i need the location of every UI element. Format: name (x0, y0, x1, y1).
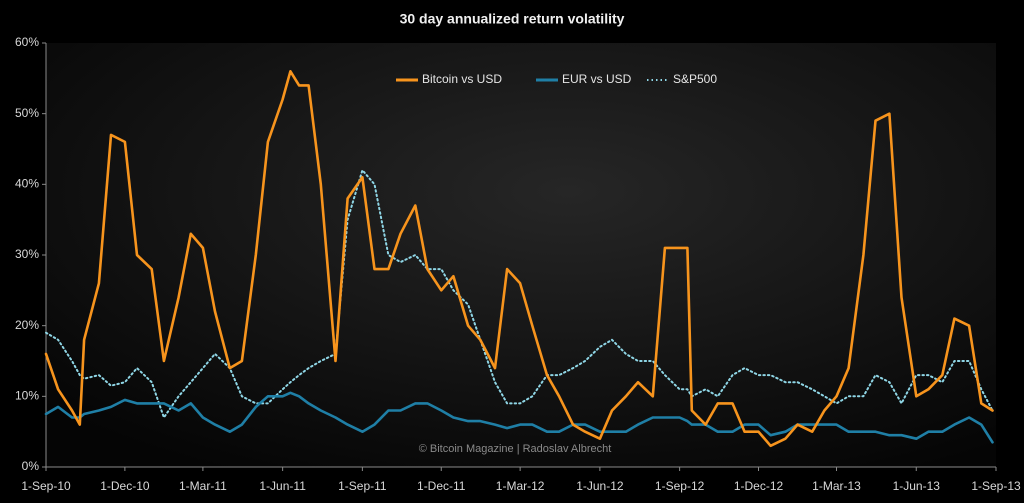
series-line (45, 169, 994, 419)
y-tick-label: 50% (15, 106, 39, 120)
x-tick-label: 1-Jun-12 (576, 479, 624, 493)
y-tick-label: 20% (15, 318, 39, 332)
x-tick-label: 1-Sep-12 (655, 479, 705, 493)
legend: Bitcoin vs USD EUR vs USD S&P500 (396, 72, 717, 86)
series-line (44, 70, 994, 448)
x-tick-label: 1-Jun-13 (893, 479, 941, 493)
x-tick-label: 1-Sep-11 (338, 479, 387, 493)
y-tick-label: 30% (15, 247, 39, 261)
x-tick-label: 1-Jun-11 (259, 479, 306, 493)
series-line (44, 391, 994, 444)
x-tick-label: 1-Dec-10 (100, 479, 150, 493)
chart-title: 30 day annualized return volatility (400, 11, 625, 27)
x-tick-label: 1-Mar-11 (179, 479, 227, 493)
legend-label: Bitcoin vs USD (422, 72, 502, 86)
x-tick-label: 1-Mar-12 (496, 479, 545, 493)
x-tick-label: 1-Dec-11 (417, 479, 466, 493)
legend-label: S&P500 (673, 72, 717, 86)
x-tick-label: 1-Sep-10 (21, 479, 71, 493)
y-tick-label: 0% (22, 459, 40, 473)
y-tick-label: 60% (15, 35, 39, 49)
y-tick-label: 10% (15, 389, 39, 403)
y-tick-label: 40% (15, 177, 39, 191)
credit: © Bitcoin Magazine | Radoslav Albrecht (419, 443, 612, 455)
x-tick-label: 1-Dec-12 (734, 479, 784, 493)
x-tick-label: 1-Mar-13 (812, 479, 861, 493)
x-tick-label: 1-Sep-13 (971, 479, 1021, 493)
legend-label: EUR vs USD (562, 72, 632, 86)
